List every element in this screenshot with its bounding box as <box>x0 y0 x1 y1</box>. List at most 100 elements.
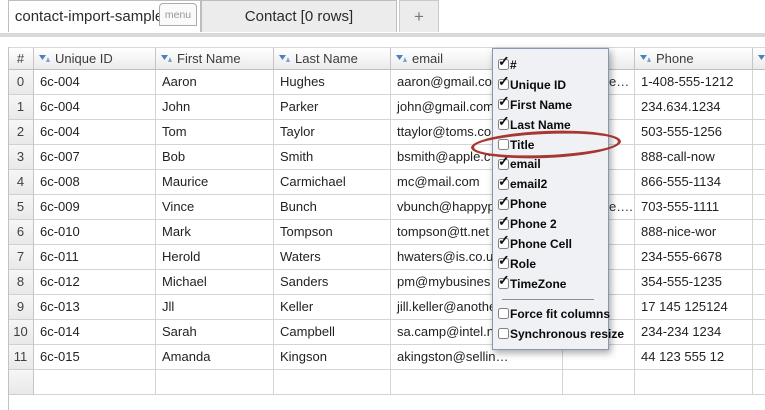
cell-first_name[interactable]: Jll <box>156 295 274 320</box>
menu-item-last-name[interactable]: ✓ Last Name <box>498 114 608 135</box>
cell-first_name[interactable]: Bob <box>156 145 274 170</box>
cell-phone[interactable]: 503-555-1256 <box>635 120 753 145</box>
menu-item--[interactable]: ✓ # <box>498 54 608 75</box>
cell-first_name[interactable]: Mark <box>156 220 274 245</box>
checked-checkbox-icon[interactable]: ✓ <box>498 154 510 170</box>
cell-num[interactable]: 10 <box>8 320 34 345</box>
cell-extra[interactable] <box>753 195 765 220</box>
cell-extra[interactable] <box>753 345 765 370</box>
menu-item-force-fit-columns[interactable]: ✓Force fit columns <box>498 304 610 324</box>
cell-last_name[interactable] <box>274 370 391 395</box>
cell-num[interactable]: 0 <box>8 70 34 95</box>
checked-checkbox-icon[interactable]: ✓ <box>498 233 510 250</box>
cell-unique_id[interactable]: 6c-013 <box>34 295 156 320</box>
cell-extra[interactable] <box>753 95 765 120</box>
menu-item-unique-id[interactable]: ✓ Unique ID <box>498 74 608 95</box>
cell-last_name[interactable]: Waters <box>274 245 391 270</box>
cell-phone[interactable]: 888-nice-wor <box>635 220 753 245</box>
cell-last_name[interactable]: Kingson <box>274 345 391 370</box>
checked-checkbox-icon[interactable]: ✓ <box>498 253 510 270</box>
cell-email2[interactable] <box>563 370 635 395</box>
cell-last_name[interactable]: Tompson <box>274 220 391 245</box>
cell-num[interactable]: 5 <box>8 195 34 220</box>
cell-phone[interactable]: 234-555-6678 <box>635 245 753 270</box>
cell-unique_id[interactable]: 6c-009 <box>34 195 156 220</box>
add-tab-button[interactable]: + <box>399 0 439 32</box>
cell-last_name[interactable]: Hughes <box>274 70 391 95</box>
cell-first_name[interactable]: Sarah <box>156 320 274 345</box>
cell-unique_id[interactable]: 6c-007 <box>34 145 156 170</box>
cell-extra[interactable] <box>753 70 765 95</box>
checked-checkbox-icon[interactable]: ✓ <box>498 194 510 210</box>
menu-item-phone[interactable]: ✓ Phone <box>498 194 608 214</box>
cell-first_name[interactable]: Amanda <box>156 345 274 370</box>
checked-checkbox-icon[interactable]: ✓ <box>498 54 510 71</box>
cell-phone[interactable]: 354-555-1235 <box>635 270 753 295</box>
cell-num[interactable]: 8 <box>8 270 34 295</box>
cell-unique_id[interactable]: 6c-004 <box>34 120 156 145</box>
cell-num[interactable]: 1 <box>8 95 34 120</box>
tab-menu-button[interactable]: menu <box>159 3 197 26</box>
cell-num[interactable]: 9 <box>8 295 34 320</box>
cell-extra[interactable] <box>753 370 765 395</box>
unchecked-checkbox-icon[interactable]: ✓ <box>498 139 509 150</box>
menu-item-email2[interactable]: ✓ email2 <box>498 174 608 194</box>
column-header-last_name[interactable]: Last Name <box>274 47 391 70</box>
cell-first_name[interactable]: John <box>156 95 274 120</box>
cell-unique_id[interactable]: 6c-011 <box>34 245 156 270</box>
cell-unique_id[interactable]: 6c-014 <box>34 320 156 345</box>
cell-last_name[interactable]: Taylor <box>274 120 391 145</box>
cell-unique_id[interactable]: 6c-008 <box>34 170 156 195</box>
cell-first_name[interactable] <box>156 370 274 395</box>
unchecked-checkbox-icon[interactable]: ✓ <box>498 328 509 340</box>
cell-extra[interactable] <box>753 295 765 320</box>
cell-last_name[interactable]: Smith <box>274 145 391 170</box>
cell-last_name[interactable]: Carmichael <box>274 170 391 195</box>
checked-checkbox-icon[interactable]: ✓ <box>498 94 510 111</box>
column-header-num[interactable]: # <box>8 47 34 70</box>
checked-checkbox-icon[interactable]: ✓ <box>498 74 510 91</box>
cell-unique_id[interactable]: 6c-004 <box>34 70 156 95</box>
cell-num[interactable] <box>8 370 34 395</box>
cell-extra[interactable] <box>753 145 765 170</box>
menu-item-synchronous-resize[interactable]: ✓Synchronous resize <box>498 324 624 344</box>
cell-email[interactable] <box>391 370 563 395</box>
checked-checkbox-icon[interactable]: ✓ <box>498 273 510 290</box>
cell-phone[interactable] <box>635 370 753 395</box>
menu-item-timezone[interactable]: ✓ TimeZone <box>498 273 608 294</box>
cell-unique_id[interactable]: 6c-010 <box>34 220 156 245</box>
cell-first_name[interactable]: Herold <box>156 245 274 270</box>
cell-last_name[interactable]: Sanders <box>274 270 391 295</box>
cell-first_name[interactable]: Michael <box>156 270 274 295</box>
cell-unique_id[interactable] <box>34 370 156 395</box>
cell-unique_id[interactable]: 6c-004 <box>34 95 156 120</box>
checked-checkbox-icon[interactable]: ✓ <box>498 114 510 131</box>
cell-extra[interactable] <box>753 245 765 270</box>
cell-first_name[interactable]: Aaron <box>156 70 274 95</box>
tab-contact[interactable]: Contact [0 rows] <box>201 0 397 32</box>
cell-first_name[interactable]: Vince <box>156 195 274 220</box>
cell-first_name[interactable]: Tom <box>156 120 274 145</box>
cell-last_name[interactable]: Bunch <box>274 195 391 220</box>
column-header-extra[interactable] <box>753 47 765 70</box>
column-header-phone[interactable]: Phone <box>635 47 753 70</box>
cell-last_name[interactable]: Keller <box>274 295 391 320</box>
cell-phone[interactable]: 234.634.1234 <box>635 95 753 120</box>
cell-extra[interactable] <box>753 270 765 295</box>
menu-item-phone-cell[interactable]: ✓ Phone Cell <box>498 233 608 254</box>
menu-item-role[interactable]: ✓ Role <box>498 253 608 274</box>
cell-phone[interactable]: 1-408-555-1212 <box>635 70 753 95</box>
cell-num[interactable]: 11 <box>8 345 34 370</box>
cell-phone[interactable]: 888-call-now <box>635 145 753 170</box>
menu-item-email[interactable]: ✓ email <box>498 154 608 174</box>
cell-extra[interactable] <box>753 170 765 195</box>
cell-extra[interactable] <box>753 220 765 245</box>
menu-item-title[interactable]: ✓Title <box>498 135 608 155</box>
cell-phone[interactable]: 866-555-1134 <box>635 170 753 195</box>
cell-unique_id[interactable]: 6c-015 <box>34 345 156 370</box>
cell-phone[interactable]: 17 145 125124 <box>635 295 753 320</box>
cell-extra[interactable] <box>753 320 765 345</box>
cell-phone[interactable]: 234-234 1234 <box>635 320 753 345</box>
cell-first_name[interactable]: Maurice <box>156 170 274 195</box>
checked-checkbox-icon[interactable]: ✓ <box>498 174 510 190</box>
